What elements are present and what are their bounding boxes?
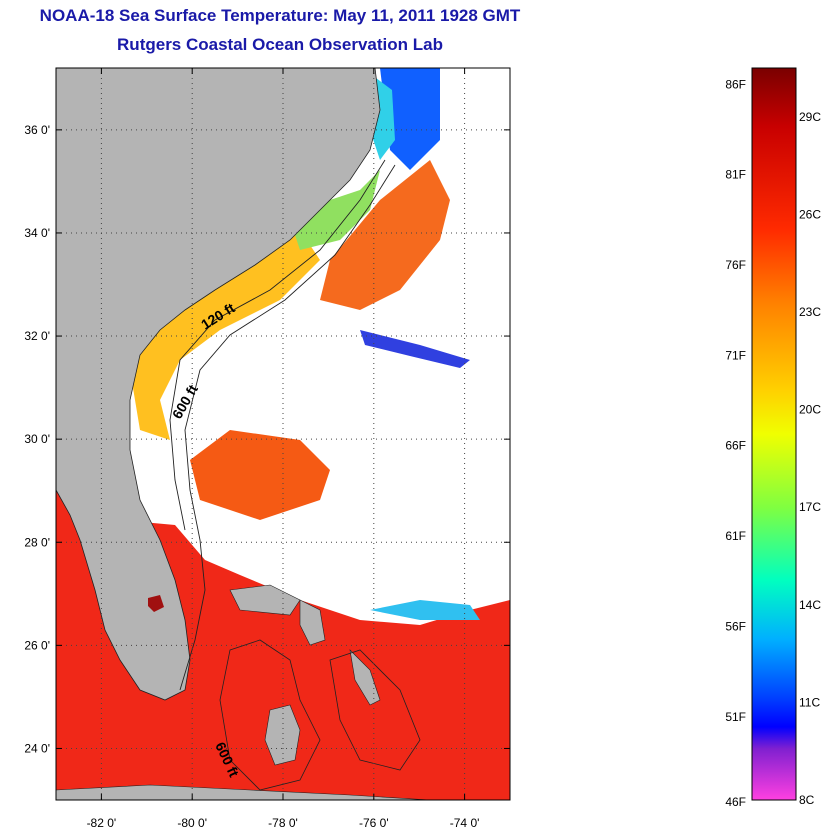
- contour-bahamas-east: [329, 649, 421, 771]
- colorbar-f-label: 56F: [725, 619, 746, 633]
- contour-600ft: [179, 164, 396, 691]
- colorbar-c-label: 14C: [799, 598, 821, 612]
- lat-tick-label: 30 0': [24, 432, 50, 446]
- colorbar-c-label: 17C: [799, 500, 821, 514]
- lon-tick-label: -82 0': [87, 816, 117, 830]
- colorbar-f-label: 71F: [725, 348, 746, 362]
- sst-blue-hatteras: [380, 68, 440, 170]
- sst-orange-east: [320, 160, 450, 310]
- map-frame: [55, 67, 511, 801]
- lake-okeechobee: [148, 595, 164, 612]
- colorbar-c-label: 20C: [799, 403, 821, 417]
- contour-120ft: [169, 159, 386, 531]
- map-axes: 24 0' 26 0' 28 0' 30 0' 32 0' 34 0' 36 0' -82 0…: [24, 68, 510, 830]
- land-andros: [264, 704, 301, 766]
- colorbar-c-label: 8C: [799, 793, 815, 807]
- sst-yellow-shelf: [130, 230, 320, 440]
- colorbar-f-label: 76F: [725, 258, 746, 272]
- colorbar-f-label: 51F: [725, 710, 746, 724]
- sst-blue-streak: [360, 330, 470, 368]
- colorbar-f-label: 46F: [725, 795, 746, 809]
- lat-tick-label: 36 0': [24, 123, 50, 137]
- colorbar-f-label: 86F: [725, 77, 746, 91]
- land-grand-bahama: [229, 584, 301, 616]
- sst-orange-bahamas: [190, 430, 330, 520]
- colorbar-f-label: 61F: [725, 529, 746, 543]
- lon-tick-label: -80 0': [177, 816, 207, 830]
- map-subtitle: Rutgers Coastal Ocean Observation Lab: [117, 35, 443, 54]
- colorbar-c-label: 29C: [799, 110, 821, 124]
- lat-tick-label: 24 0': [24, 741, 50, 755]
- lon-tick-label: -76 0': [359, 816, 389, 830]
- colorbar-c-label: 23C: [799, 305, 821, 319]
- colorbar-c-label: 11C: [799, 695, 820, 709]
- colorbar-f-label: 66F: [725, 439, 746, 453]
- colorbar-ticks: 86F 81F 76F 71F 66F 61F 56F 51F 46F 29C 26C 23C 20C 1…: [725, 77, 821, 809]
- colorbar-c-label: 26C: [799, 207, 821, 221]
- sst-cyan-south: [370, 600, 480, 620]
- lat-tick-label: 26 0': [24, 638, 50, 652]
- contour-bahamas: [219, 639, 321, 791]
- land-abaco: [299, 599, 326, 646]
- map-grid: [56, 68, 510, 800]
- lon-tick-label: -74 0': [450, 816, 480, 830]
- sst-green-north: [290, 170, 380, 250]
- land-eleuthera: [349, 649, 381, 706]
- lat-tick-label: 34 0': [24, 226, 50, 240]
- land-cuba: [56, 784, 431, 800]
- lat-tick-label: 28 0': [24, 535, 50, 549]
- colorbar-f-label: 81F: [725, 168, 746, 182]
- colorbar: [751, 67, 797, 801]
- map-title: NOAA-18 Sea Surface Temperature: May 11,…: [39, 6, 521, 25]
- lat-tick-label: 32 0': [24, 329, 50, 343]
- lon-tick-label: -78 0': [268, 816, 298, 830]
